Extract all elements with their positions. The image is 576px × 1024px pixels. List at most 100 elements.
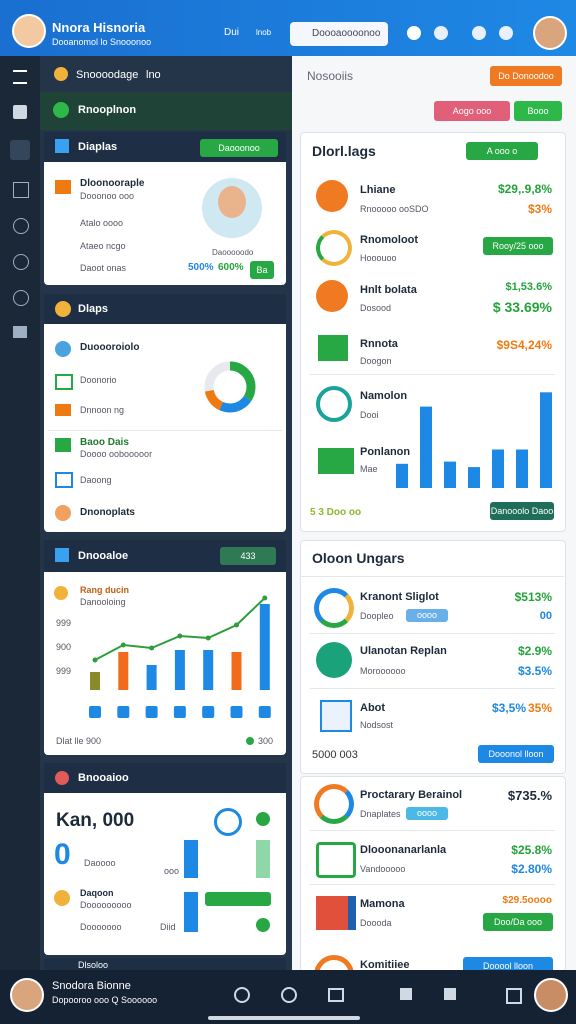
footer: 5 3 Doo oo <box>310 507 362 518</box>
nav-label[interactable]: Dui <box>224 27 240 38</box>
icon[interactable] <box>400 988 412 1000</box>
icon[interactable] <box>13 182 29 198</box>
toolbar-tab[interactable]: lno <box>146 69 161 81</box>
user-name: Snodora Bionne <box>52 980 131 992</box>
bar <box>468 467 480 488</box>
icon[interactable] <box>328 988 344 1002</box>
card-title: Dnooaloe <box>78 550 129 562</box>
row-title: Rnomoloot <box>360 234 419 246</box>
bar <box>203 650 214 690</box>
button[interactable]: Daooonoo <box>200 139 278 157</box>
avatar[interactable] <box>10 978 44 1012</box>
avatar[interactable] <box>12 14 46 48</box>
icon[interactable] <box>13 290 29 306</box>
row-sub: Dooooooooo <box>80 900 132 910</box>
stat: 600% <box>218 262 244 273</box>
icon[interactable] <box>13 326 27 338</box>
sidebar-title: Rnooplnon <box>78 104 137 116</box>
icon[interactable] <box>10 140 30 160</box>
icon[interactable] <box>434 26 448 40</box>
row-value: $513% <box>514 590 552 604</box>
card-header <box>44 958 286 970</box>
item: Doonorio <box>80 375 117 385</box>
icon <box>316 642 352 678</box>
button[interactable]: Aogo ooo <box>434 101 510 121</box>
button[interactable]: Do Donoodoo <box>490 66 562 86</box>
point <box>120 642 126 648</box>
icon <box>55 180 71 194</box>
row-title: Dlooonanarlanla <box>360 844 447 856</box>
menu-icon[interactable] <box>13 70 27 84</box>
big-number: Kan, 000 <box>56 810 135 831</box>
small: ooo <box>164 866 180 876</box>
button[interactable]: Rooy/25 ooo <box>483 237 553 255</box>
avatar[interactable] <box>533 16 567 50</box>
user-sub: Dopooroo ooo Q Soooooo <box>52 995 158 1005</box>
icon <box>55 139 69 153</box>
bar-icon <box>117 706 130 718</box>
row-value: 00 <box>539 610 552 622</box>
icon[interactable] <box>407 26 421 40</box>
button[interactable]: 433 <box>220 547 276 565</box>
card-title: Diaplas <box>78 141 118 153</box>
bar <box>146 665 157 690</box>
icon[interactable] <box>444 988 456 1000</box>
row-sub: Mae <box>360 464 378 474</box>
item: Daoong <box>80 475 112 485</box>
toolbar-title: Snoooodage <box>76 69 139 81</box>
icon[interactable] <box>499 26 513 40</box>
button[interactable]: Doo/Da ooo <box>483 913 553 931</box>
icon[interactable] <box>13 254 29 270</box>
button[interactable]: Booo <box>514 101 562 121</box>
menu-label[interactable]: lnob <box>256 28 272 37</box>
row-sub: Dooooooo <box>80 922 122 932</box>
divider <box>310 688 555 689</box>
row-value: $3,5% <box>492 701 527 715</box>
button[interactable]: A ooo o <box>466 142 538 160</box>
point <box>177 633 183 639</box>
item: Ataeo ncgo <box>80 241 126 251</box>
icon[interactable] <box>13 218 29 234</box>
bar <box>444 461 456 488</box>
stats-card <box>44 294 286 532</box>
axis-label: 900 <box>56 642 72 652</box>
divider <box>300 576 564 577</box>
row-sub: Doogon <box>360 356 392 366</box>
icon <box>316 230 352 266</box>
icon[interactable] <box>281 987 297 1003</box>
sub: Daoooo <box>84 858 116 868</box>
search-box[interactable]: Doooaoooonoo <box>290 22 388 46</box>
icon <box>318 335 348 361</box>
avatar[interactable] <box>534 978 568 1012</box>
bar <box>90 672 100 690</box>
icon[interactable] <box>506 988 522 1004</box>
icon <box>316 180 348 212</box>
bar <box>516 449 528 488</box>
bar-icon <box>89 706 101 718</box>
icon <box>53 102 69 118</box>
item: Daoot onas <box>80 263 127 273</box>
icon-rail <box>0 56 40 970</box>
section-sub: Doooo oobooooor <box>80 449 153 459</box>
axis-label: 999 <box>56 666 72 676</box>
panel-title: Oloon Ungars <box>312 550 405 566</box>
button[interactable]: Danooolo Daoo <box>490 502 554 520</box>
home-indicator <box>208 1016 360 1020</box>
bar <box>118 652 129 690</box>
icon[interactable] <box>234 987 250 1003</box>
badge: Ba <box>250 261 274 279</box>
icon[interactable] <box>13 105 27 119</box>
icon <box>318 448 354 474</box>
icon <box>55 404 71 416</box>
bar-decor <box>256 840 270 878</box>
row-sub: Vandooooo <box>360 864 406 874</box>
icon[interactable] <box>472 26 486 40</box>
icon <box>316 842 356 878</box>
app-title: Nnora Hisnoria <box>52 20 146 35</box>
bar <box>259 604 270 690</box>
row-title: Mamona <box>360 898 405 910</box>
heading: Dloonooraple <box>80 178 145 189</box>
activity-chart <box>89 595 271 718</box>
button[interactable]: Dooonol lloon <box>478 745 554 763</box>
